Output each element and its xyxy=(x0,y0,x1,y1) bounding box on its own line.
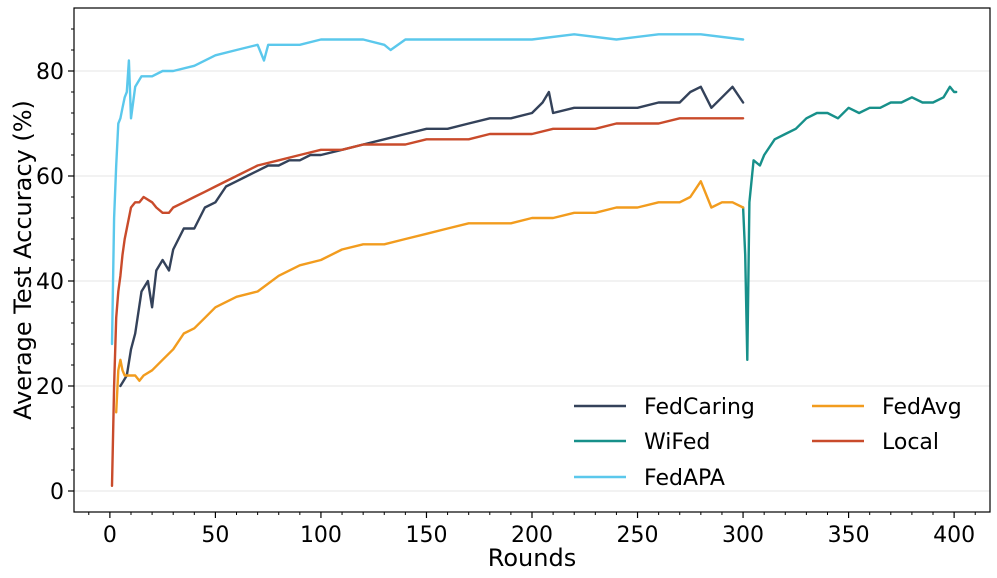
legend-label-fedcaring: FedCaring xyxy=(644,395,755,420)
x-tick-label: 250 xyxy=(617,523,659,548)
y-tick-label: 20 xyxy=(36,375,64,400)
series-line-local xyxy=(110,117,745,487)
series-line-fedapa xyxy=(110,33,745,346)
legend: FedCaring WiFed FedAPA FedAvg Local xyxy=(574,395,962,491)
series-line-wifed xyxy=(741,85,958,361)
x-tick-label: 0 xyxy=(103,523,117,548)
x-axis-label: Rounds xyxy=(488,544,576,572)
x-tick-label: 150 xyxy=(405,523,447,548)
ticks-layer: 0 20 40 60 80 0 50 100 150 200 250 300 350 400 xyxy=(36,28,976,548)
y-tick-label: 40 xyxy=(36,270,64,295)
x-tick-label: 200 xyxy=(511,523,553,548)
series-layer xyxy=(110,33,958,487)
y-axis-label: Average Test Accuracy (%) xyxy=(9,100,37,420)
legend-label-fedapa: FedAPA xyxy=(644,466,725,491)
y-tick-label: 60 xyxy=(36,165,64,190)
x-tick-label: 350 xyxy=(828,523,870,548)
y-tick-label: 80 xyxy=(36,60,64,85)
x-tick-label: 400 xyxy=(933,523,975,548)
legend-label-fedavg: FedAvg xyxy=(882,395,962,420)
y-tick-label: 0 xyxy=(50,480,64,505)
legend-label-wifed: WiFed xyxy=(644,430,710,455)
x-tick-label: 50 xyxy=(201,523,229,548)
x-tick-label: 300 xyxy=(722,523,764,548)
series-line-fedavg xyxy=(114,180,745,414)
plot-frame xyxy=(73,7,991,513)
series-line-fedcaring xyxy=(119,85,745,388)
x-tick-label: 100 xyxy=(300,523,342,548)
legend-label-local: Local xyxy=(882,430,939,455)
grid-layer xyxy=(74,70,990,492)
